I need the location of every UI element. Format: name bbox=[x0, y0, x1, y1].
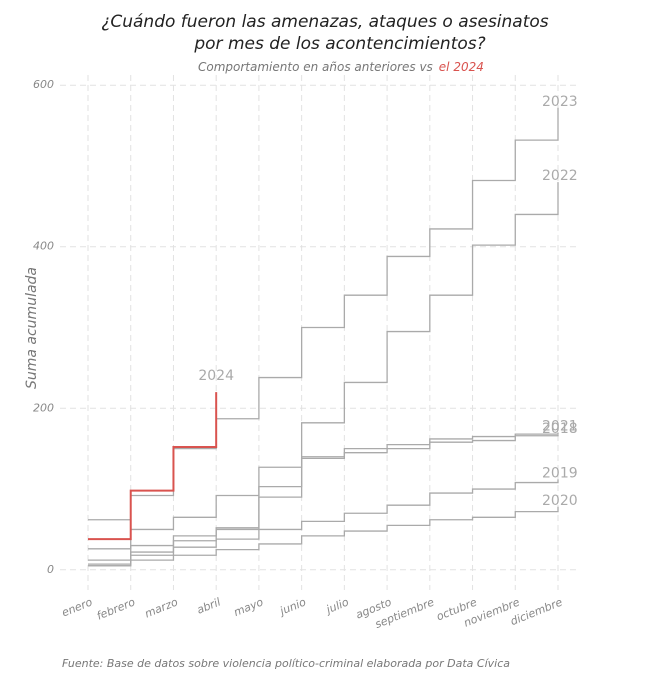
series-label: 2020 bbox=[542, 493, 578, 509]
step-line bbox=[88, 432, 559, 561]
step-line bbox=[88, 434, 559, 565]
x-tick-label: julio bbox=[323, 595, 351, 616]
y-axis-label: Suma acumulada bbox=[24, 267, 40, 389]
y-tick-label: 600 bbox=[33, 78, 54, 91]
series-label: 2023 bbox=[542, 94, 578, 110]
chart-title: ¿Cuándo fueron las amenazas, ataques o a… bbox=[101, 12, 548, 32]
x-tick-label: marzo bbox=[143, 595, 180, 620]
x-tick-label: mayo bbox=[232, 595, 266, 619]
series-label: 2024 bbox=[198, 368, 234, 384]
y-tick-label: 200 bbox=[33, 401, 54, 414]
series-label: 2018 bbox=[542, 421, 578, 437]
subtitle-highlight: el 2024 bbox=[439, 60, 484, 74]
series-label: 2019 bbox=[542, 465, 578, 481]
y-tick-label: 400 bbox=[33, 240, 54, 253]
x-tick-label: junio bbox=[276, 595, 308, 618]
step-line bbox=[88, 182, 559, 550]
y-tick-label: 0 bbox=[47, 563, 54, 576]
chart-title: por mes de los acontencimientos? bbox=[193, 34, 485, 54]
source: Fuente: Base de datos sobre violencia po… bbox=[62, 657, 510, 670]
x-tick-label: enero bbox=[60, 595, 95, 619]
series-label: 2021 bbox=[542, 419, 578, 435]
x-tick-label: abril bbox=[195, 596, 222, 617]
step-line bbox=[88, 392, 218, 541]
x-tick-label: febrero bbox=[95, 595, 137, 622]
step-line bbox=[88, 506, 559, 567]
subtitle-text: Comportamiento en años anteriores vs bbox=[198, 60, 433, 74]
series-label: 2022 bbox=[542, 168, 578, 184]
step-line bbox=[88, 479, 559, 567]
subtitle: Comportamiento en años anteriores vs el 2… bbox=[198, 60, 484, 74]
